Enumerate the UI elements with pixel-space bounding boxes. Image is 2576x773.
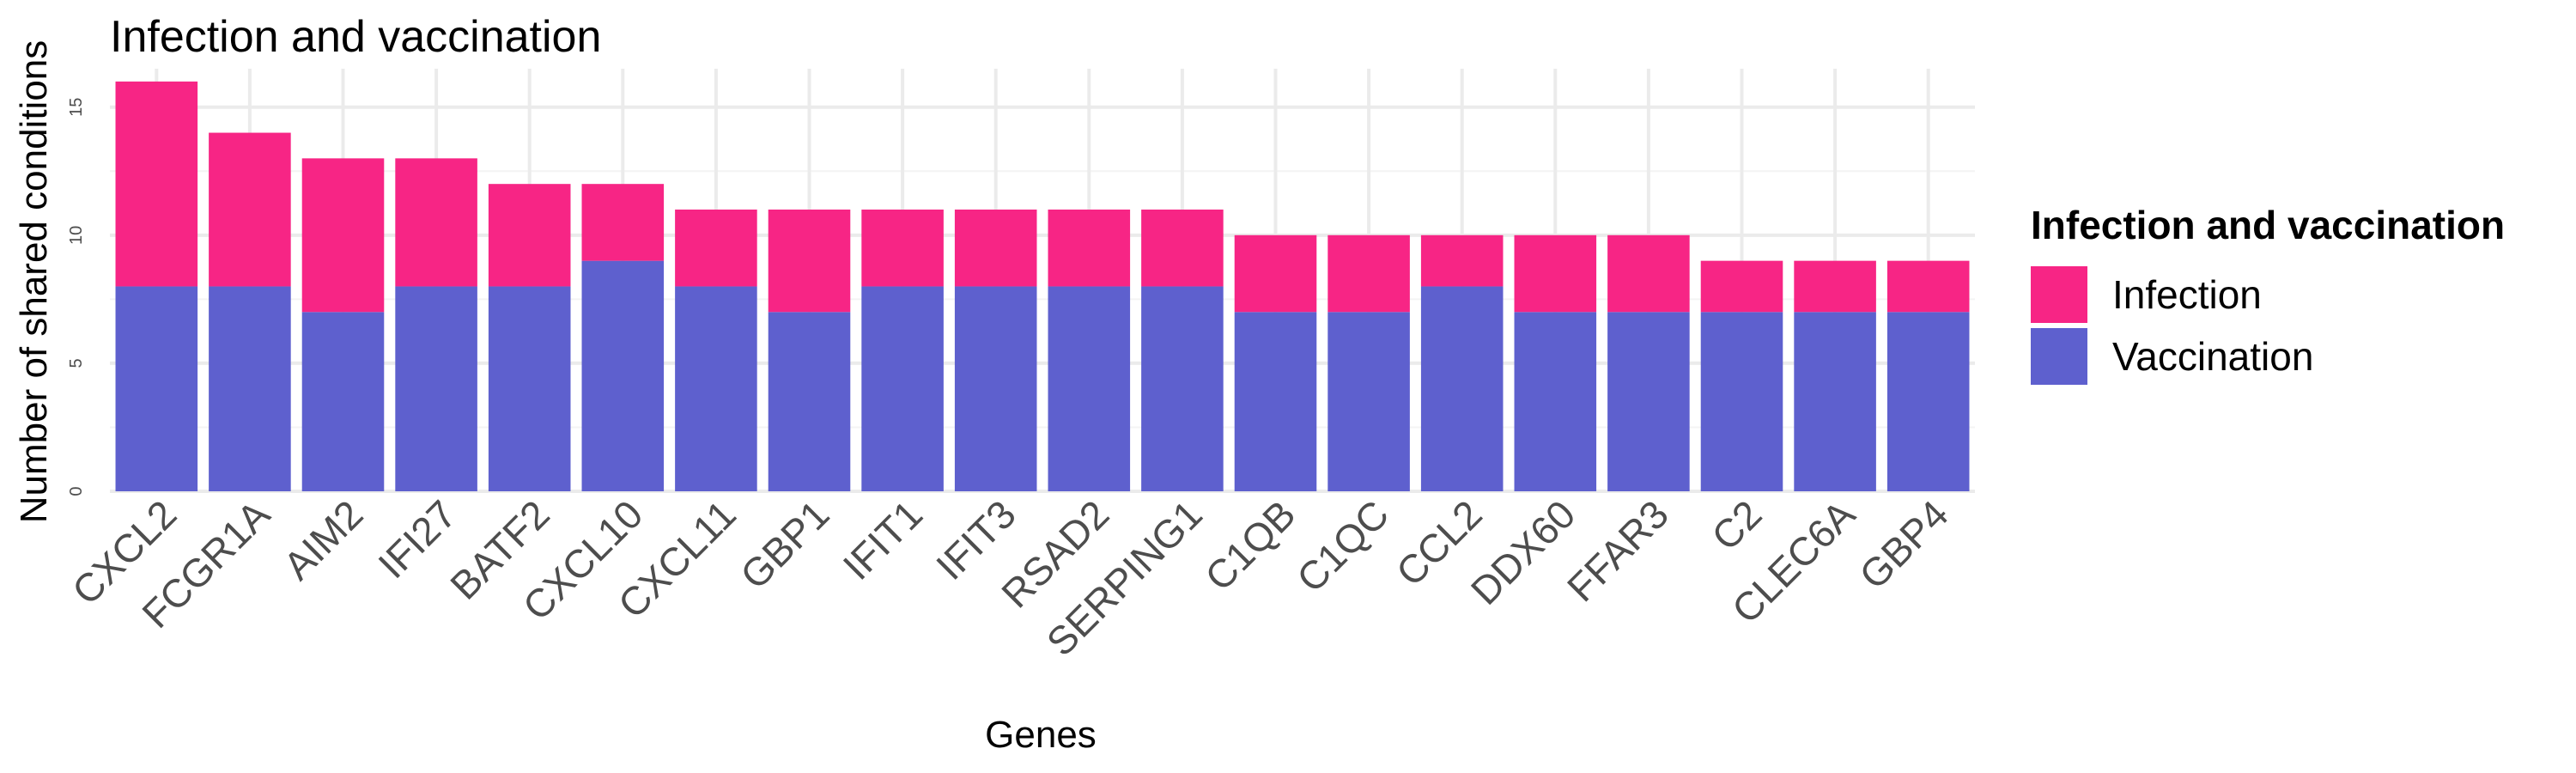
legend-label-vaccination: Vaccination — [2112, 334, 2313, 379]
x-tick-label-gbp1: GBP1 — [732, 491, 838, 598]
grid-lines — [110, 69, 1975, 493]
x-tick-label-aim2: AIM2 — [275, 491, 372, 588]
bar-vaccination-cxcl2: CXCL2 Vaccination: 8 — [115, 286, 198, 491]
bar-vaccination-ifit3: IFIT3 Vaccination: 8 — [954, 286, 1037, 491]
bar-infection-clec6a: CLEC6A Infection: 2 — [1794, 260, 1876, 313]
bar-infection-ifit3: IFIT3 Infection: 3 — [954, 210, 1037, 287]
x-axis-title: Genes — [985, 714, 1097, 756]
bar-infection-c2: C2 Infection: 2 — [1700, 260, 1783, 313]
bar-vaccination-gbp1: GBP1 Vaccination: 7 — [768, 312, 851, 491]
bar-infection-cxcl11: CXCL11 Infection: 3 — [675, 210, 757, 287]
legend-swatch-vaccination — [2031, 328, 2087, 385]
bar-infection-ddx60: DDX60 Infection: 3 — [1514, 234, 1597, 313]
bar-vaccination-cxcl10: CXCL10 Vaccination: 9 — [581, 260, 665, 491]
bar-infection-cxcl10: CXCL10 Infection: 3 — [581, 184, 665, 261]
bar-vaccination-cxcl11: CXCL11 Vaccination: 8 — [675, 286, 757, 491]
bar-infection-batf2: BATF2 Infection: 4 — [488, 184, 571, 287]
bar-vaccination-serping1: SERPING1 Vaccination: 8 — [1141, 286, 1224, 491]
bar-vaccination-ccl2: CCL2 Vaccination: 8 — [1420, 286, 1504, 491]
x-tick-label-c1qb: C1QB — [1196, 491, 1303, 599]
bar-infection-gbp1: GBP1 Infection: 4 — [768, 210, 851, 313]
bar-vaccination-batf2: BATF2 Vaccination: 8 — [488, 286, 571, 491]
bar-vaccination-aim2: AIM2 Vaccination: 7 — [301, 312, 385, 491]
legend: Infection and vaccination Infection Vacci… — [2031, 203, 2505, 385]
bar-infection-fcgr1a: FCGR1A Infection: 6 — [209, 132, 291, 287]
bar-vaccination-fcgr1a: FCGR1A Vaccination: 8 — [209, 286, 291, 491]
legend-label-infection: Infection — [2112, 272, 2262, 317]
bar-infection-cxcl2: CXCL2 Infection: 8 — [115, 81, 198, 287]
chart-title: Infection and vaccination — [110, 12, 601, 62]
x-tick-label-ffar3: FFAR3 — [1558, 491, 1677, 610]
y-tick-labels: 0 5 10 15 — [67, 98, 86, 496]
bar-vaccination-ifi27: IFI27 Vaccination: 8 — [395, 286, 477, 491]
bar-infection-ifi27: IFI27 Infection: 5 — [395, 158, 477, 287]
bar-infection-serping1: SERPING1 Infection: 3 — [1141, 210, 1224, 287]
x-tick-label-ifit1: IFIT1 — [834, 491, 931, 588]
bar-vaccination-c1qb: C1QB Vaccination: 7 — [1234, 312, 1317, 491]
y-tick-label: 15 — [67, 98, 86, 117]
bars: CXCL2 Vaccination: 8CXCL2 Infection: 8FC… — [115, 81, 1970, 491]
x-tick-label-c1qc: C1QC — [1288, 491, 1397, 600]
x-tick-label-ddx60: DDX60 — [1462, 491, 1584, 613]
x-tick-labels: CXCL2FCGR1AAIM2IFI27BATF2CXCL10CXCL11GBP… — [64, 491, 1957, 664]
legend-swatch-infection — [2031, 266, 2087, 323]
bar-vaccination-gbp4: GBP4 Vaccination: 7 — [1886, 312, 1970, 491]
x-tick-label-gbp4: GBP4 — [1850, 491, 1957, 598]
bar-infection-c1qc: C1QC Infection: 3 — [1327, 234, 1410, 313]
bar-infection-aim2: AIM2 Infection: 6 — [301, 158, 385, 313]
bar-vaccination-ffar3: FFAR3 Vaccination: 7 — [1607, 312, 1690, 491]
bar-vaccination-ddx60: DDX60 Vaccination: 7 — [1514, 312, 1597, 491]
bar-infection-gbp4: GBP4 Infection: 2 — [1886, 260, 1970, 313]
legend-items: Infection Vaccination — [2031, 266, 2313, 385]
y-tick-label: 0 — [67, 486, 86, 496]
legend-title: Infection and vaccination — [2031, 203, 2505, 247]
bar-infection-c1qb: C1QB Infection: 3 — [1234, 234, 1317, 313]
bar-vaccination-c1qc: C1QC Vaccination: 7 — [1327, 312, 1410, 491]
bar-vaccination-rsad2: RSAD2 Vaccination: 8 — [1048, 286, 1131, 491]
x-tick-label-c2: C2 — [1703, 491, 1770, 558]
bar-vaccination-ifit1: IFIT1 Vaccination: 8 — [861, 286, 944, 491]
bar-infection-ccl2: CCL2 Infection: 2 — [1420, 234, 1504, 287]
bar-infection-ifit1: IFIT1 Infection: 3 — [861, 210, 944, 287]
bar-infection-rsad2: RSAD2 Infection: 3 — [1048, 210, 1131, 287]
bar-vaccination-clec6a: CLEC6A Vaccination: 7 — [1794, 312, 1876, 491]
y-tick-label: 10 — [67, 226, 86, 245]
bar-infection-ffar3: FFAR3 Infection: 3 — [1607, 234, 1690, 313]
bar-vaccination-c2: C2 Vaccination: 7 — [1700, 312, 1783, 491]
y-axis-title: Number of shared conditions — [13, 40, 55, 524]
y-tick-label: 5 — [67, 358, 86, 368]
